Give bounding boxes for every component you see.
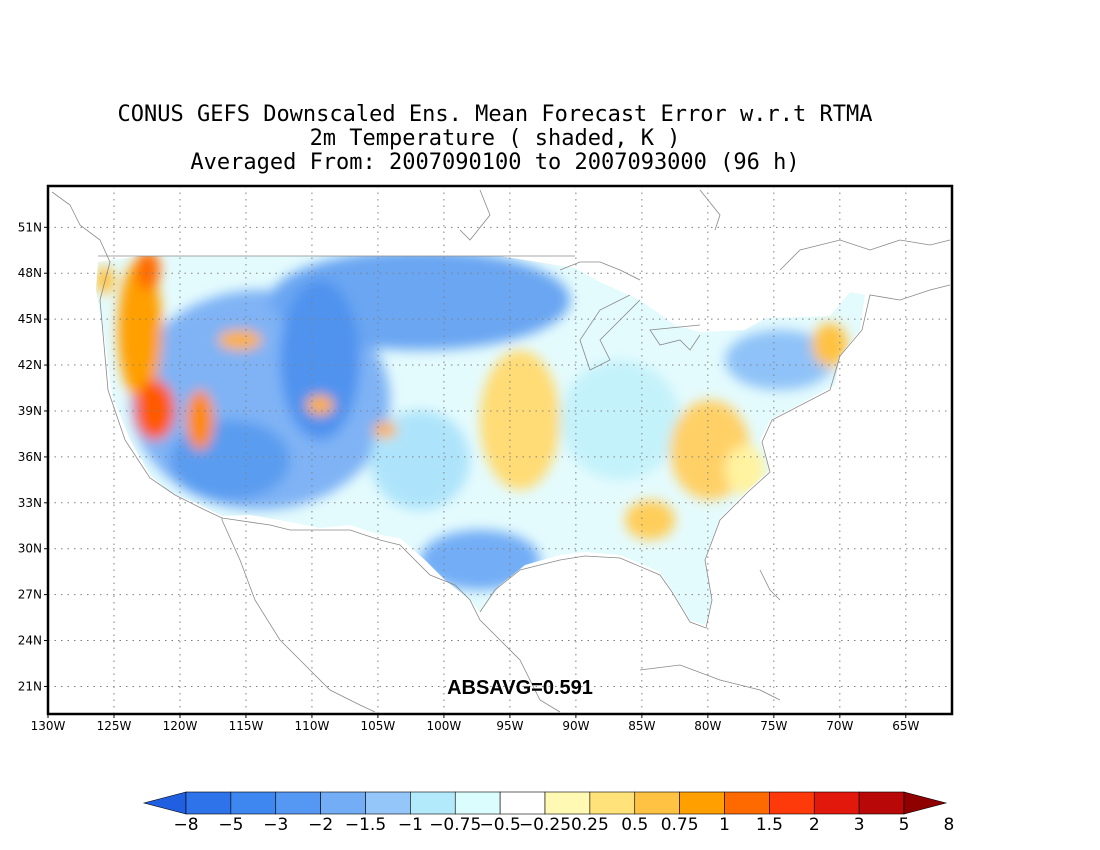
colorbar-swatch — [320, 791, 366, 815]
colorbar-label: 0.75 — [661, 815, 699, 835]
colorbar-swatch — [813, 791, 860, 815]
colorbar-label: 2 — [809, 815, 820, 835]
colorbar-label: 0.25 — [571, 815, 609, 835]
map-title-line-2: 2m Temperature ( shaded, K ) — [309, 126, 681, 151]
lat-tick-label: 51N — [18, 220, 42, 234]
colorbar-swatch — [634, 791, 680, 815]
lon-tick-label: 125W — [97, 719, 132, 733]
lon-tick-label: 115W — [229, 719, 264, 733]
colorbar-label: −3 — [263, 815, 288, 835]
temperature-error-shading — [96, 256, 865, 625]
lat-tick-label: 42N — [18, 358, 42, 372]
absavg-annotation: ABSAVG=0.591 — [447, 677, 593, 699]
colorbar-label: −0.25 — [519, 815, 571, 835]
colorbar-label: −8 — [173, 815, 198, 835]
colorbar-swatch — [230, 791, 277, 815]
map-frame — [46, 184, 954, 716]
colorbar-label: 3 — [854, 815, 865, 835]
colorbar-swatch — [275, 791, 321, 815]
lat-tick-label: 27N — [18, 588, 42, 602]
colorbar-swatch — [410, 791, 456, 815]
colorbar-label: −0.75 — [429, 815, 481, 835]
lon-tick-label: 130W — [31, 719, 66, 733]
colorbar-swatch — [454, 791, 501, 815]
lat-tick-label: 45N — [18, 312, 42, 326]
colorbar-label: −2 — [308, 815, 333, 835]
lon-tick-label: 75W — [760, 719, 787, 733]
lon-tick-label: 95W — [496, 719, 523, 733]
latitude-tick-labels: 51N 48N 45N 42N 39N 36N 33N 30N 27N 24N 21N — [18, 220, 48, 693]
lon-tick-label: 105W — [361, 719, 396, 733]
lat-tick-label: 21N — [18, 679, 42, 693]
lon-tick-label: 70W — [826, 719, 853, 733]
longitude-tick-labels: 130W 125W 120W 115W 110W 105W 100W 95W 90W 85W 80W… — [31, 714, 920, 733]
lat-tick-label: 36N — [18, 450, 42, 464]
colorbar: −8 −5 −3 −2 −1.5 −1 −0.75−0.5−0.25 0.25 0.5 0.75 1… — [142, 791, 954, 835]
colorbar-swatch — [679, 791, 725, 815]
lon-tick-label: 80W — [694, 719, 721, 733]
colorbar-swatch — [499, 791, 546, 815]
colorbar-swatch — [365, 791, 411, 815]
colorbar-label: −0.5 — [479, 815, 520, 835]
colorbar-label: 5 — [899, 815, 910, 835]
colorbar-min-arrow — [142, 791, 187, 815]
colorbar-swatch — [769, 791, 815, 815]
colorbar-label: −1 — [398, 815, 423, 835]
map-title-line-3: Averaged From: 2007090100 to 2007093000 … — [190, 150, 800, 175]
colorbar-label: 8 — [943, 815, 954, 835]
colorbar-label: 0.5 — [621, 815, 648, 835]
colorbar-swatch — [185, 791, 232, 815]
colorbar-label: 1.5 — [756, 815, 783, 835]
colorbar-swatch — [724, 791, 770, 815]
colorbar-label: −5 — [218, 815, 243, 835]
lon-tick-label: 100W — [427, 719, 462, 733]
lat-tick-label: 48N — [18, 266, 42, 280]
lon-tick-label: 120W — [163, 719, 198, 733]
lat-tick-label: 30N — [18, 542, 42, 556]
colorbar-swatch — [544, 791, 591, 815]
colorbar-max-arrow — [903, 791, 948, 815]
lat-tick-label: 33N — [18, 496, 42, 510]
lon-tick-label: 110W — [295, 719, 330, 733]
lon-tick-label: 90W — [562, 719, 589, 733]
coastlines-and-borders — [51, 189, 951, 713]
lat-tick-label: 39N — [18, 404, 42, 418]
map-title-line-1: CONUS GEFS Downscaled Ens. Mean Forecast… — [117, 102, 873, 127]
colorbar-label: −1.5 — [345, 815, 386, 835]
lat-lon-gridlines — [48, 186, 952, 714]
lon-tick-label: 65W — [892, 719, 919, 733]
lat-tick-label: 24N — [18, 634, 42, 648]
colorbar-swatch — [589, 791, 636, 815]
colorbar-label: 1 — [719, 815, 730, 835]
lon-tick-label: 85W — [628, 719, 655, 733]
colorbar-swatch — [858, 791, 905, 815]
